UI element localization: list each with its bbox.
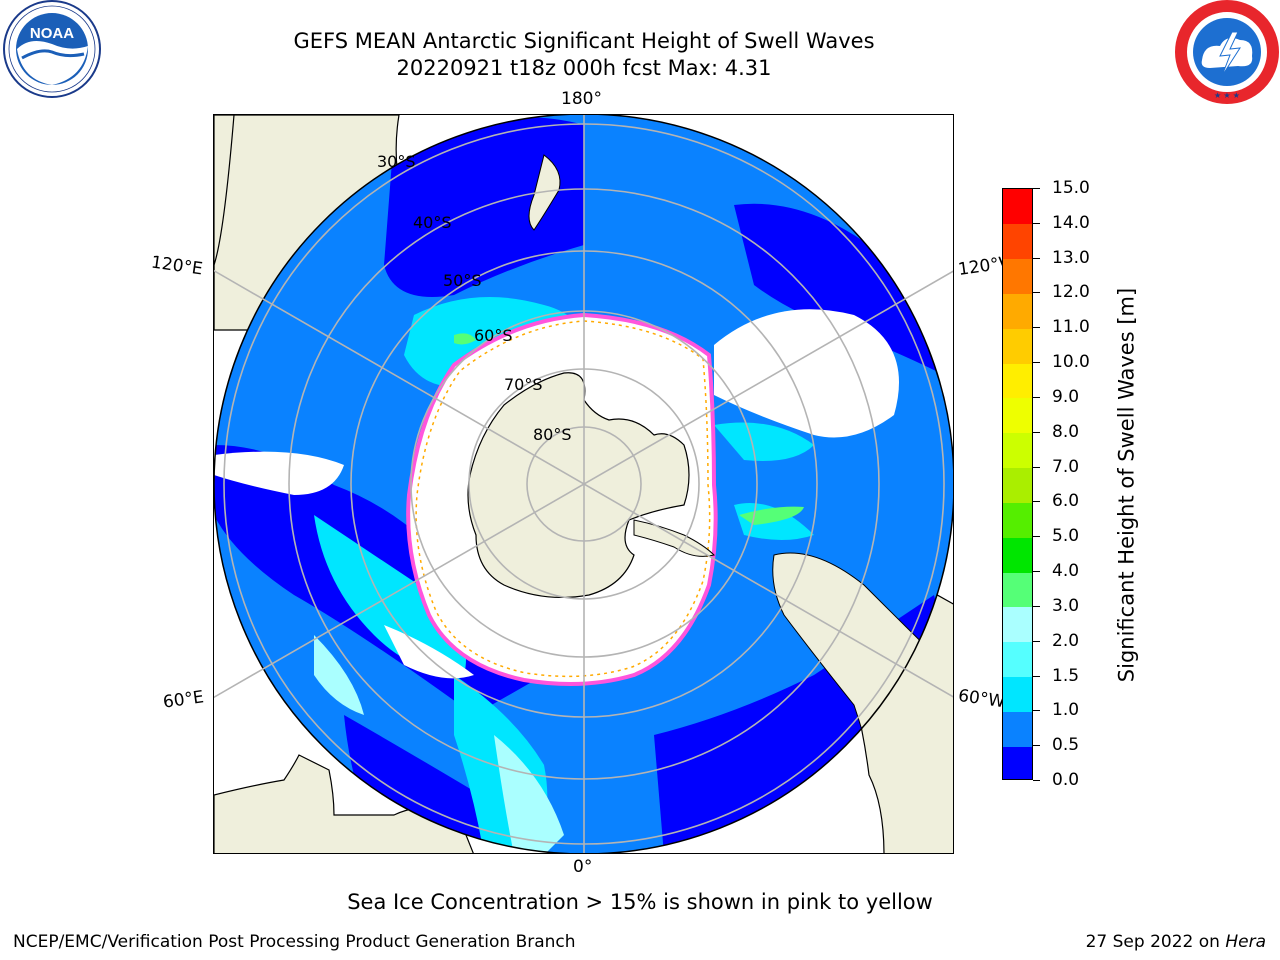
colorbar-segment [1003, 572, 1032, 608]
colorbar-tick [1033, 501, 1040, 503]
colorbar-segment [1003, 711, 1032, 747]
map-title: GEFS MEAN Antarctic Significant Height o… [293, 29, 875, 53]
lat-label-30s: 30°S [377, 152, 416, 171]
colorbar-segment [1003, 258, 1032, 294]
sea-ice-edge [406, 312, 718, 686]
graticule [214, 115, 953, 853]
colorbar-tick-label: 3.0 [1052, 595, 1080, 616]
colorbar-segment [1003, 746, 1032, 779]
colorbar-segment [1003, 189, 1032, 225]
colorbar-tick [1033, 780, 1040, 781]
colorbar-tick-label: 10.0 [1052, 352, 1090, 373]
colorbar-segment [1003, 223, 1032, 260]
lon-label-upper-left: 120°E [149, 252, 204, 280]
sea-ice-note: Sea Ice Concentration > 15% is shown in … [347, 890, 933, 914]
lat-label-60s: 60°S [474, 326, 513, 345]
colorbar-tick [1033, 222, 1040, 224]
colorbar-tick-label: 8.0 [1052, 421, 1080, 442]
colorbar-tick [1033, 396, 1040, 398]
colorbar [1002, 188, 1033, 780]
noaa-logo: NOAA [3, 0, 101, 98]
colorbar-tick-label: 2.0 [1052, 630, 1080, 651]
colorbar-tick [1033, 188, 1040, 189]
map-subtitle: 20220921 t18z 000h fcst Max: 4.31 [396, 56, 772, 80]
colorbar-tick-label: 15.0 [1052, 178, 1090, 198]
colorbar-tick [1033, 327, 1040, 329]
colorbar-tick-label: 14.0 [1052, 212, 1090, 233]
lon-label-lower-left: 60°E [161, 687, 206, 713]
colorbar-tick [1033, 745, 1040, 747]
sea-ice-pack-extra [714, 309, 899, 438]
polar-map: 30°S 40°S 50°S 60°S 70°S 80°S [213, 114, 954, 854]
lon-label-bottom: 0° [573, 857, 593, 877]
svg-text:★ ★ ★: ★ ★ ★ [1214, 91, 1240, 100]
colorbar-tick [1033, 292, 1040, 294]
colorbar-tick-label: 12.0 [1052, 282, 1090, 303]
lat-label-80s: 80°S [533, 425, 572, 444]
lat-label-50s: 50°S [443, 271, 482, 290]
lat-label-70s: 70°S [504, 375, 543, 394]
colorbar-segment [1003, 432, 1032, 469]
colorbar-tick-label: 4.0 [1052, 561, 1080, 582]
colorbar-tick-label: 11.0 [1052, 317, 1090, 338]
colorbar-tick-label: 6.0 [1052, 491, 1080, 512]
colorbar-tick [1033, 605, 1040, 607]
colorbar-tick [1033, 571, 1040, 573]
colorbar-tick [1033, 431, 1040, 433]
colorbar-segment [1003, 293, 1032, 329]
footer-machine: Hera [1225, 932, 1266, 952]
footer-branch: NCEP/EMC/Verification Post Processing Pr… [13, 932, 576, 952]
colorbar-tick-label: 5.0 [1052, 526, 1080, 547]
svg-text:NOAA: NOAA [30, 25, 74, 42]
colorbar-segment [1003, 676, 1032, 712]
footer-date-text: 27 Sep 2022 on [1085, 932, 1226, 952]
colorbar-segment [1003, 641, 1032, 678]
colorbar-segment [1003, 537, 1032, 573]
colorbar-tick [1033, 362, 1040, 364]
colorbar-segment [1003, 363, 1032, 399]
colorbar-tick-label: 0.5 [1052, 735, 1080, 756]
colorbar-segment [1003, 328, 1032, 364]
nws-logo: ★ ★ ★ [1175, 0, 1279, 104]
lat-label-40s: 40°S [413, 213, 452, 232]
colorbar-tick-label: 1.5 [1052, 665, 1080, 686]
colorbar-segment [1003, 502, 1032, 538]
colorbar-tick [1033, 710, 1040, 712]
colorbar-tick-label: 13.0 [1052, 247, 1090, 268]
colorbar-label: Significant Height of Swell Waves [m] [1114, 287, 1139, 683]
colorbar-tick [1033, 536, 1040, 538]
swell-light-cyan [314, 635, 564, 853]
lon-label-top: 180° [561, 89, 602, 109]
colorbar-segment [1003, 397, 1032, 434]
colorbar-tick [1033, 675, 1040, 677]
colorbar-tick [1033, 640, 1040, 642]
colorbar-tick-label: 7.0 [1052, 456, 1080, 477]
colorbar-tick [1033, 466, 1040, 468]
footer-date: 27 Sep 2022 on Hera [1086, 932, 1266, 952]
colorbar-segment [1003, 606, 1032, 643]
colorbar-tick [1033, 257, 1040, 259]
colorbar-tick-label: 1.0 [1052, 700, 1080, 721]
colorbar-segment [1003, 467, 1032, 503]
colorbar-tick-label: 0.0 [1052, 770, 1080, 790]
colorbar-tick-label: 9.0 [1052, 386, 1080, 407]
